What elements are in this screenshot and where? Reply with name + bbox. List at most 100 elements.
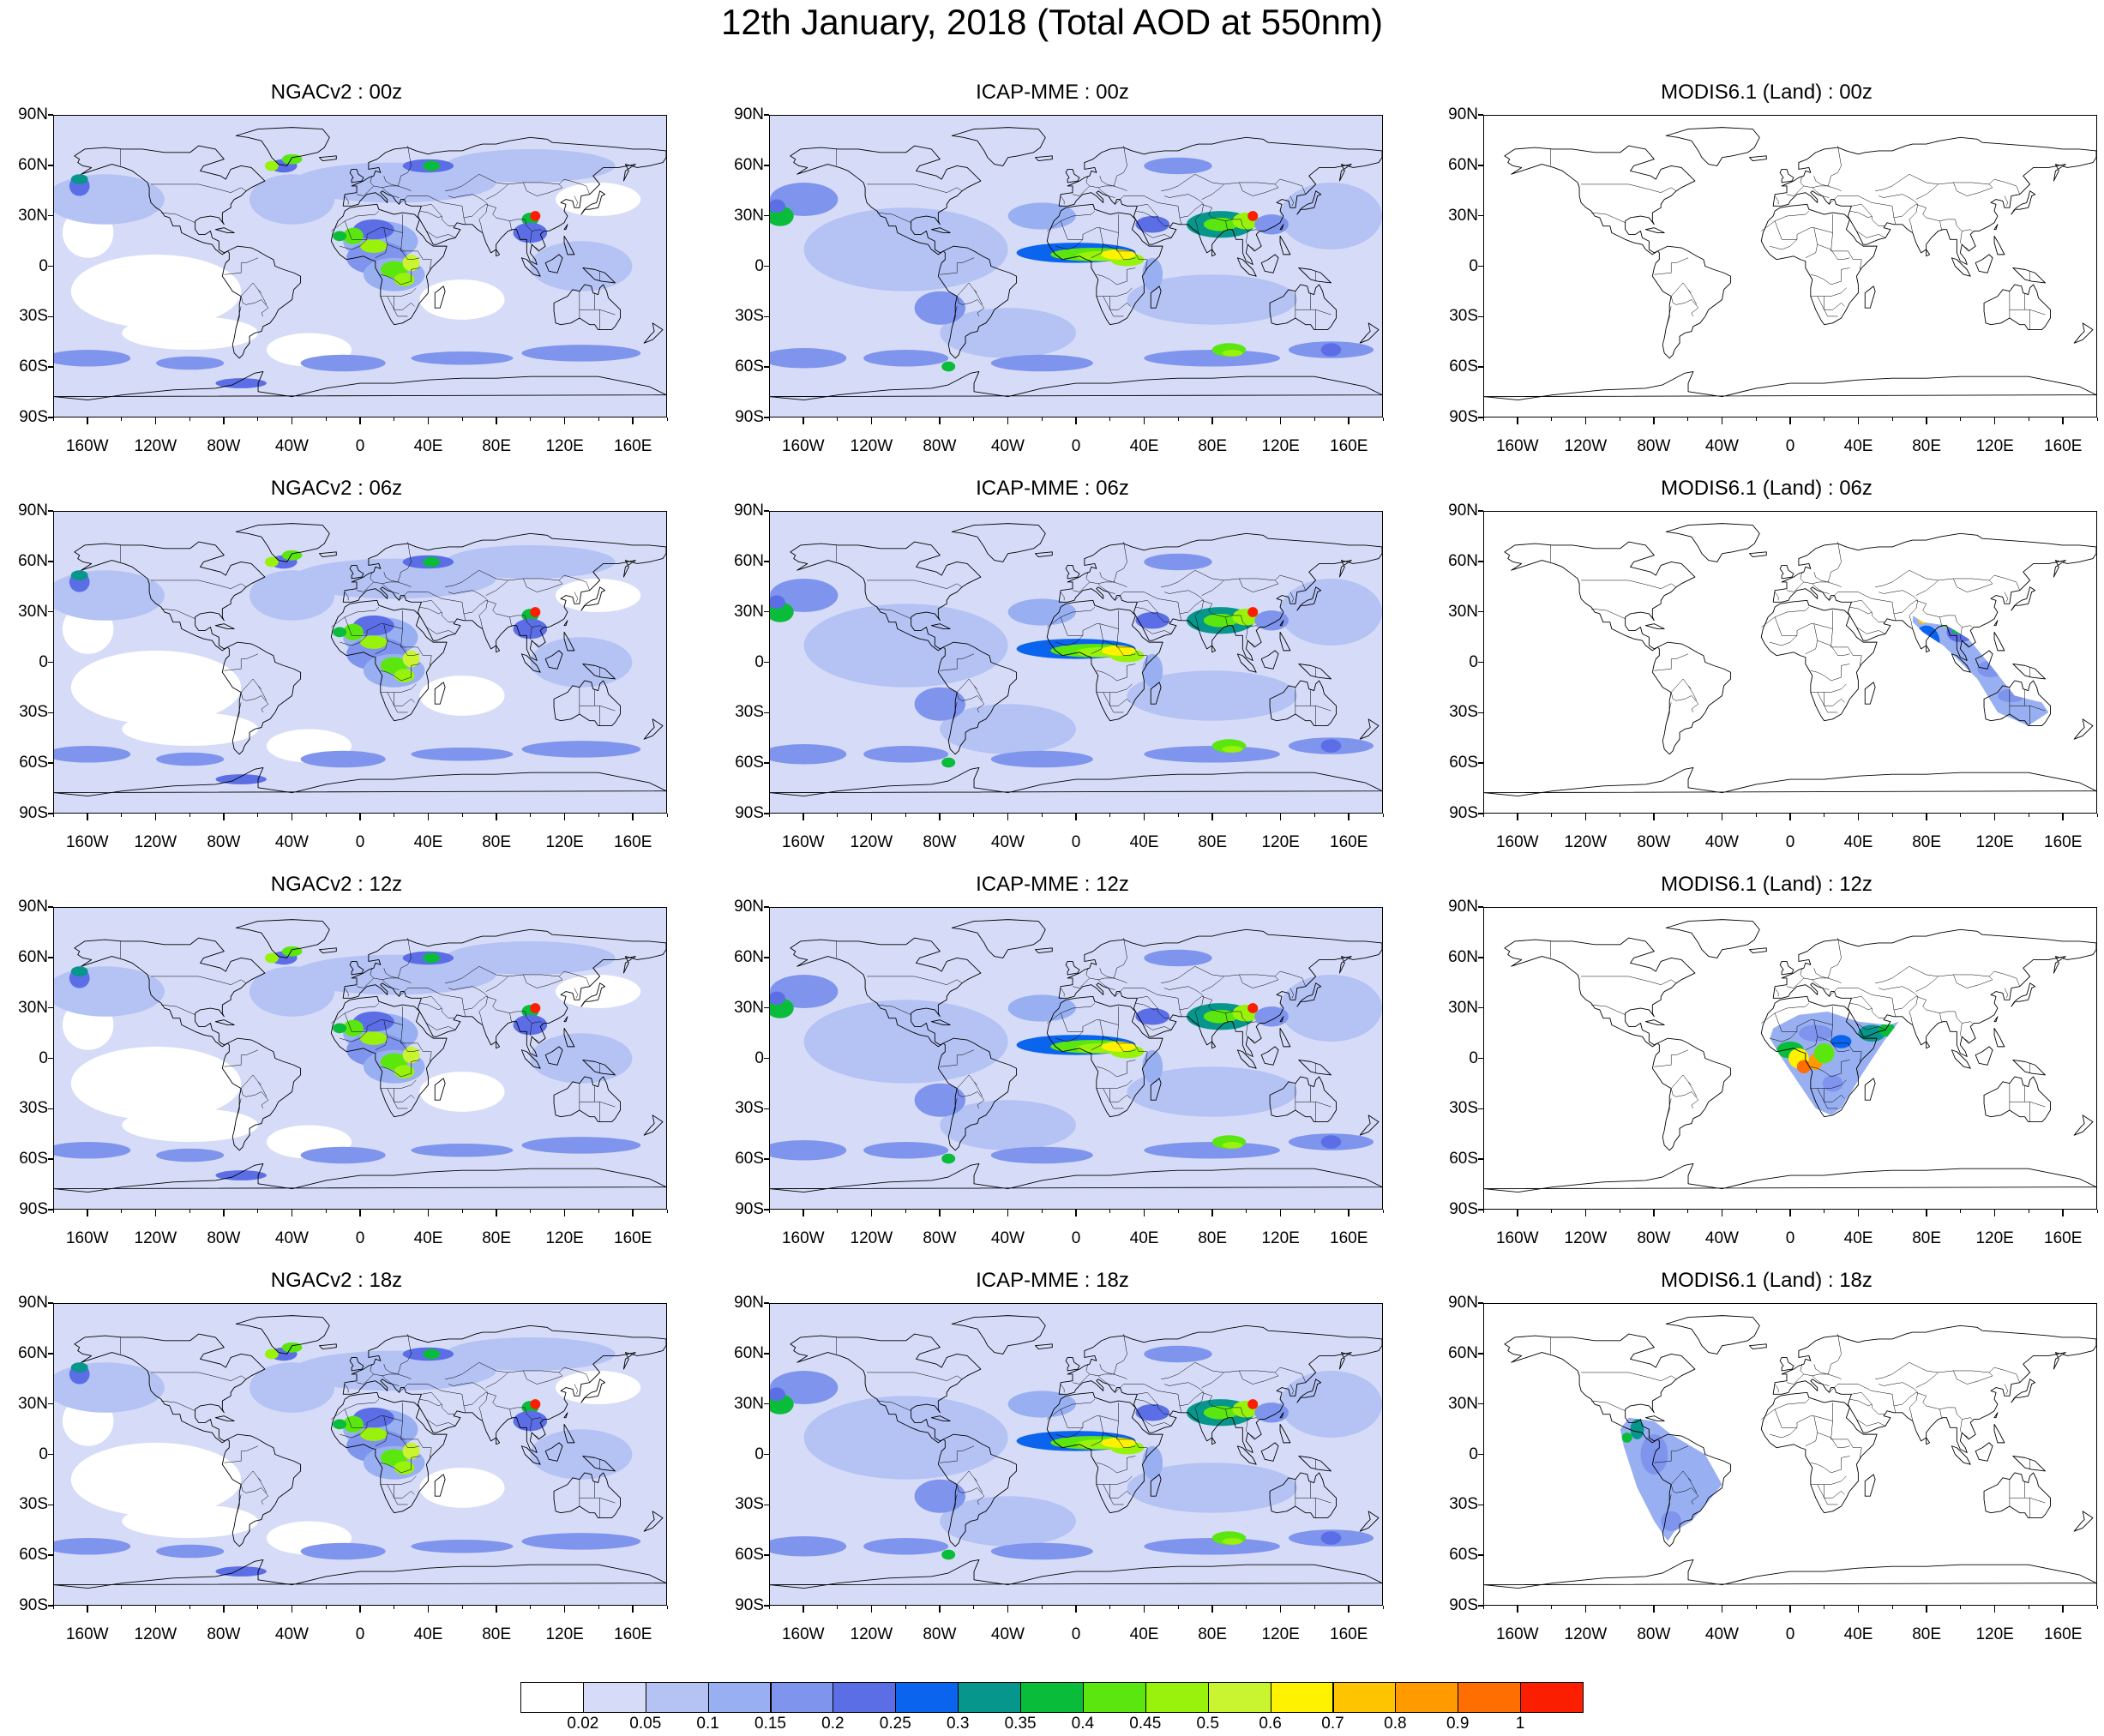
longitude-minor-tick — [598, 814, 599, 817]
country-border — [1786, 968, 1805, 988]
coastline-greenland — [1665, 1315, 1760, 1355]
country-border — [1687, 289, 1698, 305]
latitude-label: 0 — [39, 1445, 48, 1463]
country-border — [1803, 1373, 1830, 1377]
longitude-label: 160W — [1495, 437, 1539, 455]
longitude-label: 0 — [1071, 437, 1081, 455]
country-border — [331, 210, 380, 231]
longitude-label: 120W — [850, 1229, 893, 1247]
country-border — [241, 678, 262, 693]
country-border — [485, 976, 508, 992]
longitude-label: 160E — [1330, 437, 1368, 455]
aod-patch — [914, 1083, 966, 1117]
country-border — [1671, 1470, 1692, 1485]
longitude-label: 160W — [65, 1229, 109, 1247]
longitude-minor-tick — [1246, 417, 1247, 421]
aod-patch — [1320, 1531, 1342, 1545]
longitude-minor-tick — [530, 814, 532, 817]
longitude-tick — [1993, 814, 1996, 820]
longitude-minor-tick — [1109, 814, 1111, 817]
country-border — [1091, 623, 1103, 654]
aod-patch — [122, 1108, 259, 1142]
country-border — [1103, 296, 1124, 317]
coastline-borneo — [1260, 1046, 1279, 1066]
latitude-label: 90S — [735, 408, 764, 426]
longitude-label: 80W — [1637, 833, 1671, 851]
longitude-minor-tick — [1109, 1210, 1111, 1213]
aod-patch — [423, 952, 441, 964]
country-border — [1960, 627, 1969, 646]
country-border — [1813, 572, 1828, 583]
country-border — [478, 600, 489, 629]
country-border — [1179, 996, 1241, 1014]
latitude-label: 90N — [734, 502, 764, 520]
longitude-minor-tick — [461, 1606, 463, 1609]
aod-patch — [1142, 257, 1163, 291]
longitude-label: 80E — [1912, 1625, 1942, 1643]
aod-patch — [155, 752, 225, 766]
country-border — [1830, 232, 1862, 270]
country-border — [1142, 1023, 1172, 1030]
coastline-philippines — [563, 1027, 575, 1048]
longitude-minor-tick — [973, 1606, 975, 1609]
aod-patch — [940, 308, 1076, 358]
coastline-philippines — [1993, 1423, 2005, 1444]
country-border — [1813, 1364, 1828, 1375]
latitude-label: 30S — [19, 703, 48, 722]
coastline-nz — [643, 1114, 664, 1136]
aod-patch — [1127, 1463, 1297, 1513]
longitude-minor-tick — [461, 1210, 463, 1213]
coastline-samerica — [1651, 245, 1732, 359]
country-border — [1295, 705, 1332, 712]
longitude-minor-tick — [1177, 417, 1179, 421]
country-border — [344, 195, 349, 205]
country-border — [2004, 988, 2009, 999]
longitude-label: 120W — [134, 1625, 177, 1643]
longitude-label: 40W — [274, 1229, 309, 1247]
latitude-tick — [764, 561, 769, 562]
coastline-namerica — [74, 1333, 266, 1444]
country-border — [151, 976, 247, 985]
coastline-samerica — [937, 641, 1018, 755]
latitude-label: 90N — [1448, 502, 1478, 520]
panel-title: NGACv2 : 12z — [270, 873, 403, 896]
latitude-tick — [48, 813, 53, 814]
coastline-madagascar — [434, 285, 446, 309]
aod-patch — [264, 1349, 279, 1360]
longitude-label: 160E — [2044, 1229, 2083, 1247]
latitude-label: 60N — [734, 551, 764, 570]
aod-patch — [941, 361, 956, 372]
longitude-tick — [496, 1210, 497, 1216]
aod-patch — [264, 952, 279, 964]
latitude-tick — [48, 417, 53, 418]
country-border — [375, 1415, 388, 1446]
longitude-minor-tick — [1960, 814, 1962, 817]
country-border — [478, 204, 489, 233]
longitude-tick — [291, 814, 293, 820]
latitude-label: 0 — [754, 256, 764, 275]
country-border — [1164, 986, 1204, 997]
map-panel-ngac: NGACv2 : 18z 90N 60N 30N 0 30S 60S 90S 160W 120W 8… — [0, 1269, 673, 1663]
country-border — [400, 1024, 432, 1062]
latitude-tick — [764, 510, 769, 512]
country-border — [1096, 683, 1133, 693]
longitude-tick — [1075, 1210, 1077, 1216]
country-border — [1805, 623, 1818, 654]
longitude-tick — [1584, 417, 1587, 424]
country-border — [380, 1060, 420, 1078]
latitude-label: 0 — [1469, 1445, 1478, 1463]
latitude-label: 30S — [1449, 1099, 1478, 1118]
longitude-minor-tick — [1382, 417, 1384, 421]
country-border — [1225, 1409, 1233, 1418]
longitude-label: 120W — [134, 833, 177, 851]
coastline-srilanka — [496, 249, 501, 257]
country-border — [235, 702, 242, 724]
map-panel-ngac: NGACv2 : 00z 90N 60N 30N 0 30S 60S 90S 160W 120W 8… — [0, 81, 673, 475]
coastline-africa — [330, 995, 448, 1118]
coastline-borneo — [1260, 1442, 1279, 1462]
coastline-taiwan — [1993, 620, 1999, 627]
longitude-label: 80E — [1912, 1229, 1942, 1247]
longitude-minor-tick — [1313, 1606, 1315, 1609]
longitude-tick — [87, 1606, 88, 1613]
map-area — [1483, 907, 2097, 1210]
